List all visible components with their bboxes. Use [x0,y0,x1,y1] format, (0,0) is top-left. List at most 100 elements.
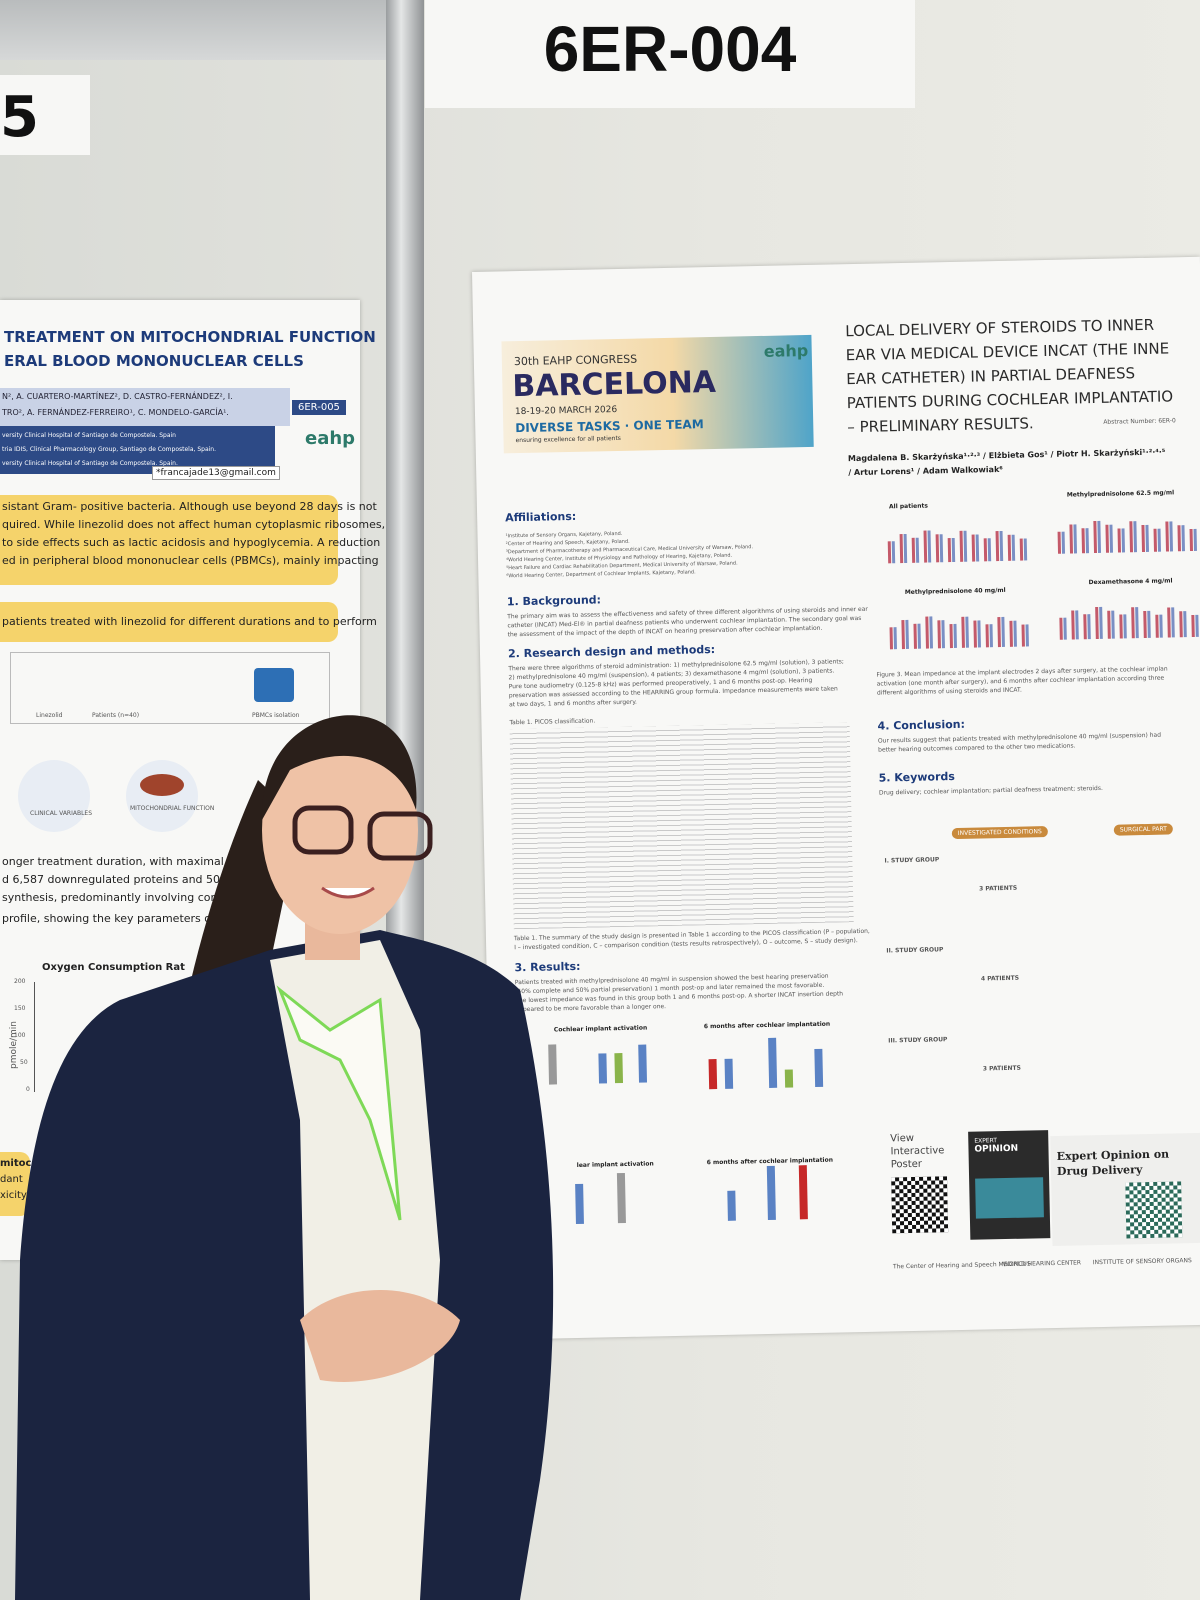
bar-decor [1013,620,1017,647]
bar-decor [814,1048,824,1087]
bar-decor [798,1165,808,1220]
authors: Magdalena B. Skarżyńska¹·²·³ / Elżbieta … [847,447,1166,464]
bar-decor [913,623,917,649]
section-heading: Affiliations: [505,509,577,525]
bar-decor [937,620,941,649]
intro-text: quired. While linezolid does not affect … [2,518,386,531]
bar-decor [1021,624,1025,647]
bar-decor [575,1183,584,1225]
results-text: d 6,587 downregulated proteins and 50 we… [2,873,267,886]
bar-decor [1193,528,1197,551]
bar-decor [1143,610,1147,639]
bar-decor [1025,624,1029,647]
bar-decor [1133,521,1138,553]
intro-text: sistant Gram- positive bacteria. Althoug… [2,500,377,513]
patient-count: 3 PATIENTS [978,884,1018,893]
chart-decoration [548,1037,824,1225]
results-text: synthesis, predominantly involving compl… [2,891,264,904]
affiliation: ⁶World Hearing Center, Department of Coc… [506,569,696,580]
bar-decor [1141,524,1146,553]
icon-circle [18,760,90,832]
bar-decor [766,1165,776,1221]
frame-bar [0,0,390,60]
bar-decor [1117,528,1122,553]
bar-decor [995,531,1000,562]
bar-decor [911,537,916,563]
interactive-label: Poster [890,1158,923,1171]
bar-decor [899,534,904,564]
bar-decor [1057,531,1062,554]
section-heading: 1. Background: [506,593,602,609]
bar-decor [887,541,892,564]
footer-text: mitoc [0,1158,32,1169]
qr-code[interactable] [891,1176,949,1234]
bar-decor [614,1053,624,1084]
bar-decor [989,624,993,648]
bar-decor [1181,525,1186,552]
result-charts [548,1037,824,1225]
person [15,715,554,1600]
bar-decor [1129,521,1134,553]
bar-decor [961,616,965,648]
chart-title: All patients [888,502,928,511]
bar-decor [1119,614,1123,639]
bar-decor [1019,538,1024,561]
qr-code[interactable] [1125,1181,1183,1239]
authors: TRO², A. FERNÁNDEZ-FERREIRO¹, C. MONDELO… [2,408,229,417]
bar-decor [949,624,953,649]
affiliation: versity Clinical Hospital of Santiago de… [2,460,178,467]
bar-decor [1073,524,1078,554]
bar-decor [893,627,897,650]
figure-caption: different algorithms of using steroids a… [876,686,1022,697]
tick-label: 150 [14,1005,26,1012]
bar-decor [1081,528,1086,554]
intro-text: ed in peripheral blood mononuclear cells… [2,554,379,567]
bar-decor [971,534,976,562]
bar-decor [1145,524,1150,552]
tick-label: 100 [14,1032,26,1039]
scheme-label: INVESTIGATED CONDITIONS [951,826,1048,840]
diagram-label: PBMCs isolation [252,712,300,719]
board-number-text: 5 [0,85,39,150]
bar-decor [1001,616,1005,647]
poster-code: 6ER-005 [292,400,346,415]
bar-decor [1061,531,1066,554]
email: *francajade13@gmail.com [152,466,280,480]
bar-decor [953,623,957,648]
bar-decor [901,620,905,650]
bar-decor [1009,620,1013,647]
bar-decor [1159,614,1163,638]
bar-decor [784,1069,794,1088]
bar-decor [616,1172,626,1224]
diagram-box [10,652,330,724]
results-text: profile, showing the key parameters of m… [2,912,244,925]
bar-decor [959,530,964,562]
poster-title: EAR VIA MEDICAL DEVICE INCAT (THE INNE [845,339,1170,365]
poster-title: TREATMENT ON MITOCHONDRIAL FUNCTION [4,328,376,346]
bar-decor [947,538,952,563]
bar-decor [997,617,1001,648]
bar-decor [1121,528,1126,553]
bar-decor [935,534,940,563]
section-heading: 4. Conclusion: [877,717,966,733]
bar-decor [1109,524,1114,553]
bar-decor [1191,614,1195,638]
scheme-label: SURGICAL PART [1113,823,1174,836]
poster-title: ERAL BLOOD MONONUCLEAR CELLS [4,352,304,370]
bar-decor [1135,607,1139,639]
bar-decor [1179,611,1183,638]
footer-box [0,1152,30,1216]
bar-decor [917,623,921,649]
tick-label: 50 [20,1059,28,1066]
chart-title: Methylprednisolone 62.5 mg/ml [1066,489,1175,499]
bar-decor [1105,524,1110,553]
bar-decor [1007,534,1012,561]
results-text: onger treatment duration, with maximal r… [2,855,270,868]
bar-decor [965,616,969,648]
journal-title: Expert Opinion on [1056,1147,1170,1163]
bar-decor [925,616,929,649]
cover-band [975,1177,1044,1219]
bar-decor [1085,528,1090,554]
bar-decor [1183,611,1187,638]
bar-decor [1155,614,1159,638]
